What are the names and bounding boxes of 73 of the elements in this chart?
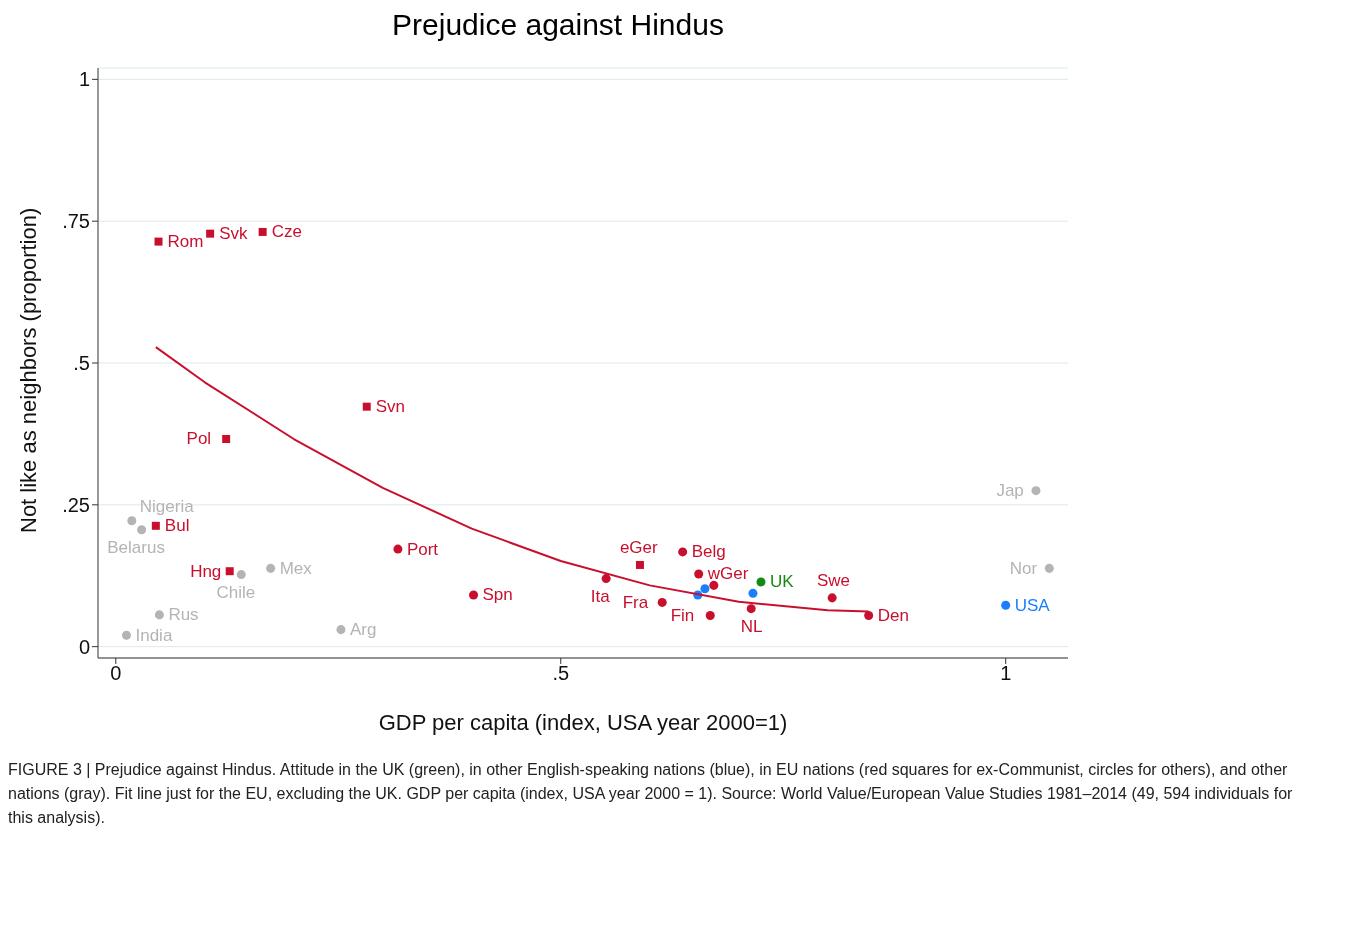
data-label: Port bbox=[406, 539, 439, 559]
data-label: UK bbox=[769, 572, 795, 592]
point bbox=[151, 521, 160, 530]
y-tick-label: 0 bbox=[78, 635, 90, 658]
point bbox=[756, 577, 766, 587]
point bbox=[154, 237, 163, 246]
data-label: Nigeria bbox=[139, 496, 195, 516]
data-label: NL bbox=[740, 616, 763, 636]
point bbox=[1044, 563, 1054, 573]
point bbox=[154, 610, 164, 620]
data-label: Jap bbox=[996, 481, 1024, 501]
y-tick-label: .5 bbox=[73, 352, 90, 375]
data-label: Swe bbox=[816, 570, 850, 590]
data-label: Bul bbox=[164, 516, 190, 536]
point bbox=[222, 435, 231, 444]
point bbox=[657, 597, 667, 607]
point bbox=[864, 610, 874, 620]
data-label: Belg bbox=[691, 542, 726, 562]
x-tick-label: 0 bbox=[110, 662, 122, 685]
point bbox=[700, 584, 710, 594]
point bbox=[635, 560, 644, 569]
point bbox=[705, 610, 715, 620]
point bbox=[469, 590, 479, 600]
point bbox=[1031, 486, 1041, 496]
point bbox=[225, 567, 234, 576]
point bbox=[827, 593, 837, 603]
y-axis-title: Not like as neighbors (proportion) bbox=[15, 207, 41, 533]
data-label: Svk bbox=[219, 224, 248, 244]
point bbox=[362, 402, 371, 411]
y-tick-label: .75 bbox=[62, 210, 90, 233]
point bbox=[1001, 600, 1011, 610]
point bbox=[393, 544, 403, 554]
data-label: Svn bbox=[375, 397, 406, 417]
point bbox=[694, 569, 704, 579]
data-label: wGer bbox=[706, 564, 749, 584]
data-label: USA bbox=[1014, 595, 1051, 615]
chart-title: Prejudice against Hindus bbox=[391, 8, 725, 42]
point bbox=[121, 630, 131, 640]
point bbox=[236, 570, 246, 580]
caption: FIGURE 3 | Prejudice against Hindus. Attitude in the UK (green), in other English-speaking nations (blue), in EU nations (red squares for ex-Communist, circles for others), and other nations (gray). Fit line just for the EU, excluding the UK. GDP per capita (index, USA year 2000 = 1). Source: World Value/European Value Studies 1981–2014 (49, 594 individuals for this analysis). bbox=[8, 760, 1294, 828]
point bbox=[709, 580, 719, 590]
data-label: eGer bbox=[619, 537, 659, 557]
data-label: Ita bbox=[590, 586, 611, 606]
point bbox=[748, 588, 758, 598]
data-label: Nor bbox=[1009, 558, 1038, 578]
point bbox=[137, 525, 147, 535]
data-label: Cze bbox=[271, 222, 302, 242]
x-axis-title: GDP per capita (index, USA year 2000=1) bbox=[378, 710, 788, 735]
data-label: Hng bbox=[190, 561, 222, 581]
point bbox=[336, 625, 346, 635]
point bbox=[206, 229, 215, 238]
data-label: Mex bbox=[279, 558, 313, 578]
x-tick-label: 1 bbox=[1000, 662, 1012, 685]
x-tick-label: .5 bbox=[552, 662, 570, 685]
data-label: Rus bbox=[168, 605, 199, 625]
y-tick-label: 1 bbox=[78, 68, 90, 91]
point bbox=[601, 574, 611, 584]
point bbox=[258, 227, 267, 236]
point bbox=[746, 604, 756, 614]
data-label: India bbox=[135, 625, 173, 645]
y-tick-label: .25 bbox=[62, 493, 90, 516]
point bbox=[266, 563, 276, 573]
data-label: Fra bbox=[622, 592, 649, 612]
data-label: Rom bbox=[167, 232, 204, 252]
data-label: Belarus bbox=[107, 537, 165, 557]
point bbox=[678, 547, 688, 557]
data-label: Chile bbox=[216, 582, 256, 602]
data-label: Fin bbox=[670, 605, 695, 625]
data-label: Pol bbox=[186, 429, 212, 449]
point bbox=[127, 516, 137, 526]
data-label: Arg bbox=[349, 620, 377, 640]
data-label: Den bbox=[877, 605, 909, 625]
data-label: Spn bbox=[482, 585, 513, 605]
